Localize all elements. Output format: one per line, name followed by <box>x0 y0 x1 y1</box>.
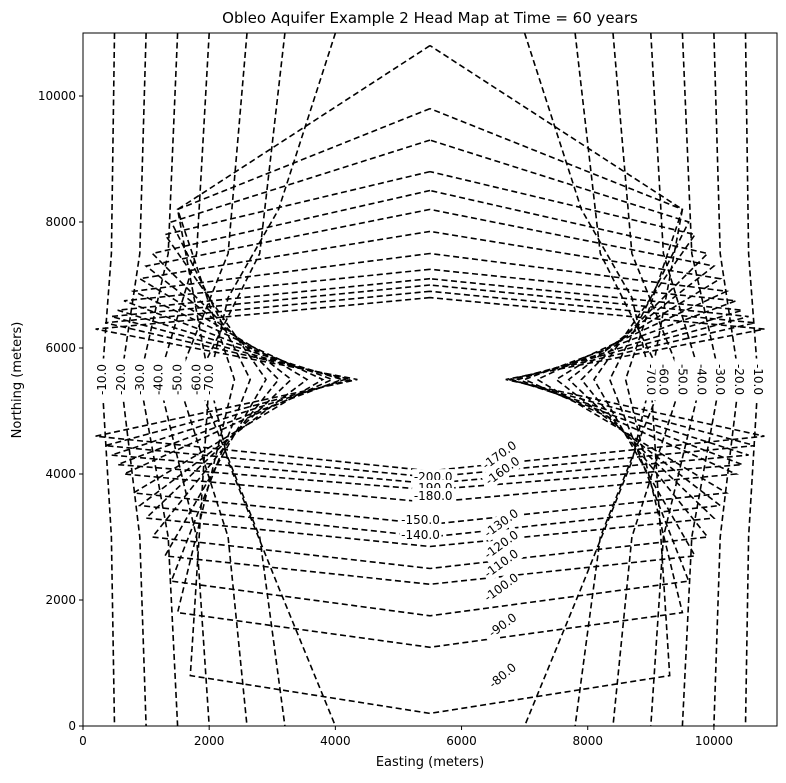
y-axis-label: Northing (meters) <box>10 322 25 439</box>
contour-line-130 <box>144 208 716 548</box>
contour-label-neg100-0-bg <box>479 568 523 607</box>
contour-label-neg30-0-bg <box>712 358 729 401</box>
contour-label-neg50-0-bg <box>169 358 186 401</box>
x-tick-label: 10000 <box>695 734 733 748</box>
contour-line-180 <box>111 284 749 485</box>
y-axis-ticks: 0 2000 4000 6000 8000 10000 <box>38 89 83 733</box>
chart-title: Obleo Aquifer Example 2 Head Map at Time… <box>222 9 638 27</box>
y-tick-label: 6000 <box>45 341 76 355</box>
y-tick-label: 0 <box>68 719 76 733</box>
contour-line-120 <box>150 189 710 570</box>
contour-label-neg180-0-bg <box>412 488 455 504</box>
contour-label-neg20-0: -20.0 <box>114 364 128 395</box>
contour-label-neg20-0-bg <box>731 358 748 401</box>
contour-label-neg150-0: -150.0 <box>401 513 440 527</box>
contour-label-neg30-0-bg <box>131 358 148 401</box>
contour-label-neg60-0-bg <box>655 358 672 401</box>
contour-label-neg40-0-bg <box>150 358 167 401</box>
contour-label-neg120-0-bg <box>479 525 523 564</box>
contour-label-neg70-0: -70.0 <box>202 364 216 395</box>
x-tick-label: 6000 <box>446 734 477 748</box>
x-tick-label: 8000 <box>572 734 603 748</box>
contour-label-neg10-0: -10.0 <box>751 364 765 395</box>
plot-frame <box>82 32 778 727</box>
contour-label-neg140-0: -140.0 <box>401 528 440 542</box>
contour-label-neg140-0-bg <box>399 527 442 544</box>
contour-label-neg30-0: -30.0 <box>713 364 727 395</box>
x-tick-label: 2000 <box>194 734 225 748</box>
contour-label-neg170-0-bg <box>477 436 522 474</box>
contour-label-neg40-0: -40.0 <box>694 364 708 395</box>
contour-label-neg50-0: -50.0 <box>675 364 689 395</box>
contour-label-neg70-0-bg <box>642 358 659 401</box>
x-axis-label: Easting (meters) <box>376 755 484 770</box>
contour-label-neg110-0-bg <box>479 544 523 583</box>
contour-label-neg60-0: -60.0 <box>656 364 670 395</box>
contour-label-neg90-0-bg <box>480 606 525 645</box>
x-tick-label: 4000 <box>320 734 351 748</box>
contour-line-east-30 <box>681 33 722 726</box>
contour-line-90 <box>176 107 684 649</box>
contour-label-neg130-0-bg <box>479 504 523 542</box>
contour-label-neg60-0: -60.0 <box>190 364 204 395</box>
x-axis-ticks: 0 2000 4000 6000 8000 10000 <box>79 726 733 748</box>
contour-label-neg50-0-bg <box>674 358 691 401</box>
contour-label-neg10-0-bg <box>750 358 767 401</box>
contour-label-neg10-0-bg <box>93 358 110 401</box>
contour-label-neg20-0: -20.0 <box>732 364 746 395</box>
contour-label-neg40-0: -40.0 <box>152 364 166 395</box>
contour-label-neg50-0: -50.0 <box>171 364 185 395</box>
contour-label-neg180-0: -180.0 <box>414 489 453 503</box>
contour-line-80 <box>176 44 684 715</box>
y-tick-label: 4000 <box>45 467 76 481</box>
contour-line-170 <box>117 277 743 491</box>
contour-label-neg20-0-bg <box>112 358 129 401</box>
contour-line-100 <box>170 139 690 617</box>
contour-label-neg70-0-bg <box>201 358 218 401</box>
contour-line-west-30 <box>138 33 179 726</box>
y-tick-label: 2000 <box>45 593 76 607</box>
contour-label-neg60-0-bg <box>188 358 205 401</box>
contour-label-neg40-0-bg <box>693 358 710 401</box>
contour-label-neg150-0-bg <box>399 512 442 528</box>
contour-label-neg30-0: -30.0 <box>133 364 147 395</box>
contour-label-neg80-0-bg <box>481 655 524 696</box>
contour-label-neg70-0: -70.0 <box>644 364 658 395</box>
contour-label-neg160-0-bg <box>480 452 525 490</box>
y-tick-label: 8000 <box>45 215 76 229</box>
y-tick-label: 10000 <box>38 89 76 103</box>
x-tick-label: 0 <box>79 734 87 748</box>
contour-label-neg10-0: -10.0 <box>95 364 109 395</box>
